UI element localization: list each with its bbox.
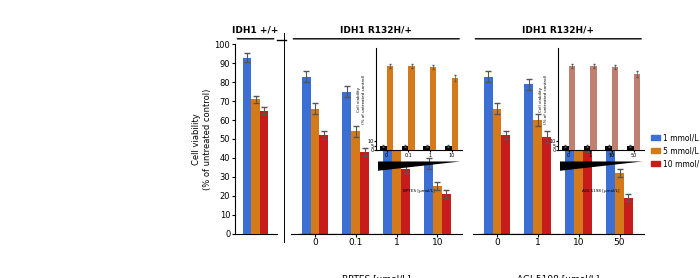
Bar bbox=[442, 194, 451, 234]
Bar bbox=[401, 169, 410, 234]
Bar bbox=[484, 77, 493, 234]
Text: IDH1 +/+: IDH1 +/+ bbox=[232, 25, 279, 34]
Text: AGI-5198 [μmol/L]: AGI-5198 [μmol/L] bbox=[517, 275, 599, 278]
Y-axis label: Cell viability
(% of untreated control): Cell viability (% of untreated control) bbox=[193, 88, 212, 190]
Bar bbox=[574, 135, 583, 234]
Bar bbox=[243, 58, 251, 234]
Text: BPTES [μmol/L]: BPTES [μmol/L] bbox=[342, 275, 411, 278]
Bar bbox=[524, 84, 533, 234]
Text: IDH1 R132H/+: IDH1 R132H/+ bbox=[522, 25, 594, 34]
Bar bbox=[260, 111, 268, 234]
Bar bbox=[424, 163, 433, 234]
Bar bbox=[606, 148, 615, 234]
Bar bbox=[615, 173, 624, 234]
Bar bbox=[501, 135, 510, 234]
Bar bbox=[542, 137, 552, 234]
Bar bbox=[533, 120, 542, 234]
Bar bbox=[302, 77, 311, 234]
Text: IDH1 R132H/+: IDH1 R132H/+ bbox=[340, 25, 412, 34]
Bar bbox=[493, 109, 501, 234]
Bar bbox=[360, 152, 370, 234]
Bar bbox=[624, 198, 633, 234]
Bar bbox=[583, 148, 592, 234]
Bar bbox=[251, 99, 260, 234]
Bar bbox=[342, 92, 351, 234]
Bar bbox=[392, 133, 401, 234]
Bar bbox=[319, 135, 328, 234]
Bar bbox=[351, 131, 360, 234]
Legend: 1 mmol/L METFORMIN, 5 mmol/L METFORMIN, 10 mmol/L METFORMIN: 1 mmol/L METFORMIN, 5 mmol/L METFORMIN, … bbox=[651, 133, 700, 168]
Bar bbox=[433, 186, 442, 234]
Bar bbox=[383, 99, 392, 234]
Bar bbox=[311, 109, 319, 234]
Bar bbox=[565, 111, 574, 234]
